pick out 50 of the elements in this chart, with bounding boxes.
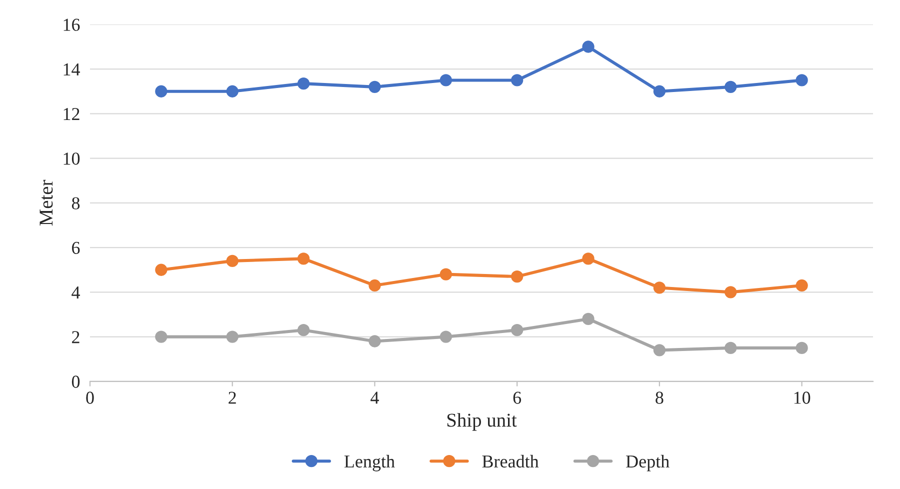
point — [582, 252, 594, 265]
point — [297, 324, 310, 336]
x-tick-label: 10 — [794, 392, 810, 404]
point — [440, 330, 452, 343]
point — [226, 254, 238, 268]
x-tick-label: 6 — [513, 392, 522, 404]
y-tick-label: 6 — [72, 242, 80, 254]
point — [796, 74, 808, 86]
y-tick-label: 8 — [72, 197, 80, 210]
y-tick-label: 0 — [72, 376, 80, 388]
y-tick-label: 16 — [64, 18, 80, 31]
point — [368, 335, 381, 348]
point — [368, 279, 381, 292]
x-axis-title: Ship unit — [447, 413, 517, 431]
y-tick-label: 10 — [64, 152, 80, 165]
point — [155, 85, 168, 98]
y-tick-label: 12 — [64, 108, 80, 120]
point — [226, 330, 238, 343]
x-tick-label: 0 — [86, 392, 94, 404]
point — [511, 270, 524, 283]
legend-label: Length — [344, 454, 395, 472]
legend-label: Depth — [626, 454, 670, 472]
x-tick-label: 4 — [370, 392, 379, 404]
point — [796, 342, 808, 354]
x-tick-label: 8 — [656, 392, 664, 404]
point — [368, 80, 381, 93]
point — [582, 40, 594, 53]
point — [511, 74, 524, 86]
point — [582, 312, 594, 326]
point — [653, 344, 666, 356]
point — [511, 324, 524, 336]
legend-label: Breadth — [482, 454, 539, 468]
point — [440, 268, 452, 280]
point — [440, 74, 452, 86]
point — [155, 264, 168, 276]
x-tick-label: 2 — [228, 392, 236, 404]
point — [653, 282, 666, 294]
point — [297, 78, 310, 90]
y-tick-label: 4 — [72, 286, 80, 298]
y-tick-label: 2 — [72, 331, 80, 344]
point — [297, 252, 310, 265]
point — [724, 342, 737, 354]
y-tick-label: 14 — [64, 63, 80, 76]
point — [653, 85, 666, 98]
y-axis-title: Meter — [40, 180, 53, 226]
point — [226, 85, 238, 98]
point — [724, 286, 737, 298]
point — [155, 330, 168, 343]
point — [796, 279, 808, 292]
point — [724, 80, 737, 93]
